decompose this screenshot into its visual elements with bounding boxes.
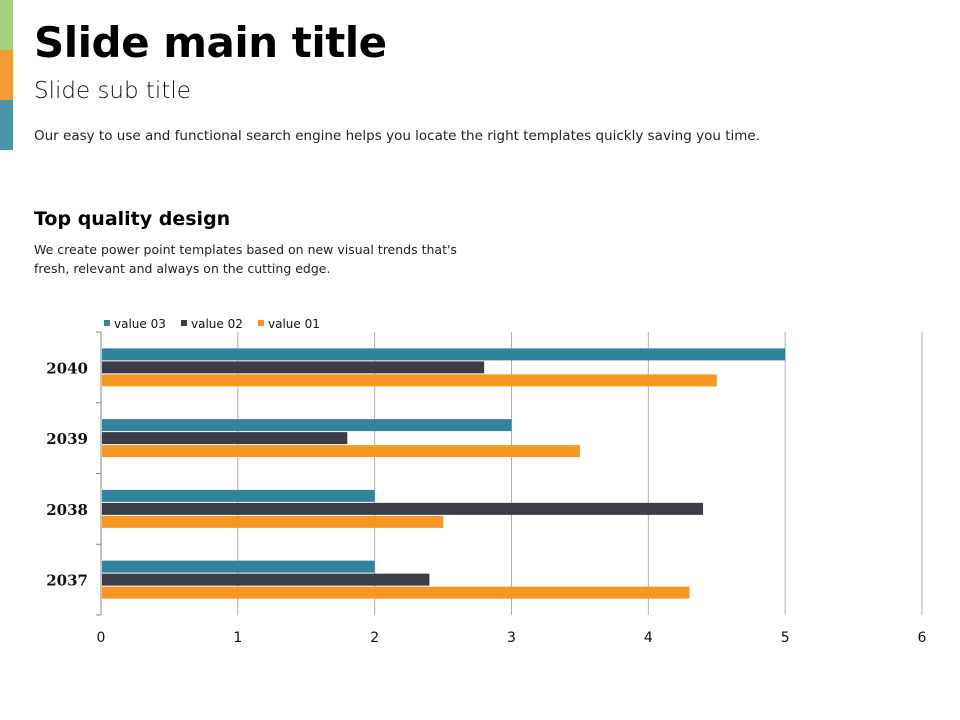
x-tick-label: 4	[644, 630, 653, 646]
accent-strip-orange	[0, 50, 13, 100]
legend-swatch	[181, 320, 187, 326]
section-title: Top quality design	[34, 208, 231, 230]
bar-value-01-2038	[102, 515, 444, 528]
section-body-line: We create power point templates based on…	[34, 242, 457, 257]
bar-value-01-2037	[102, 586, 690, 599]
accent-strip-green	[0, 0, 13, 50]
y-category-label: 2040	[46, 359, 88, 377]
slide-title: Slide main title	[34, 18, 387, 67]
bar-value-02-2039	[102, 432, 348, 445]
bar-value-02-2038	[102, 502, 704, 515]
bar-value-03-2040	[102, 348, 786, 361]
slide-description: Our easy to use and functional search en…	[34, 128, 760, 144]
legend-swatch	[104, 320, 110, 326]
bar-value-01-2039	[102, 445, 580, 458]
y-category-label: 2039	[46, 430, 88, 448]
slide-subtitle: Slide sub title	[34, 78, 191, 104]
legend-label: value 03	[114, 317, 166, 331]
x-tick-label: 3	[507, 630, 516, 646]
bar-value-03-2039	[102, 419, 512, 432]
section-body: We create power point templates based on…	[34, 240, 504, 278]
x-tick-label: 1	[233, 630, 242, 646]
x-tick-label: 2	[370, 630, 379, 646]
bar-value-03-2038	[102, 489, 375, 502]
x-tick-label: 6	[918, 630, 927, 646]
accent-strip-teal	[0, 100, 13, 150]
legend-label: value 01	[268, 317, 320, 331]
y-category-label: 2037	[46, 572, 88, 590]
y-category-label: 2038	[46, 501, 88, 519]
bar-value-02-2037	[102, 573, 430, 586]
x-tick-label: 0	[97, 630, 106, 646]
bar-value-01-2040	[102, 374, 717, 387]
legend-label: value 02	[191, 317, 243, 331]
section-body-line: fresh, relevant and always on the cuttin…	[34, 261, 331, 276]
x-tick-label: 5	[781, 630, 790, 646]
bar-value-03-2037	[102, 560, 375, 573]
legend-swatch	[258, 320, 264, 326]
bar-value-02-2040	[102, 361, 485, 374]
